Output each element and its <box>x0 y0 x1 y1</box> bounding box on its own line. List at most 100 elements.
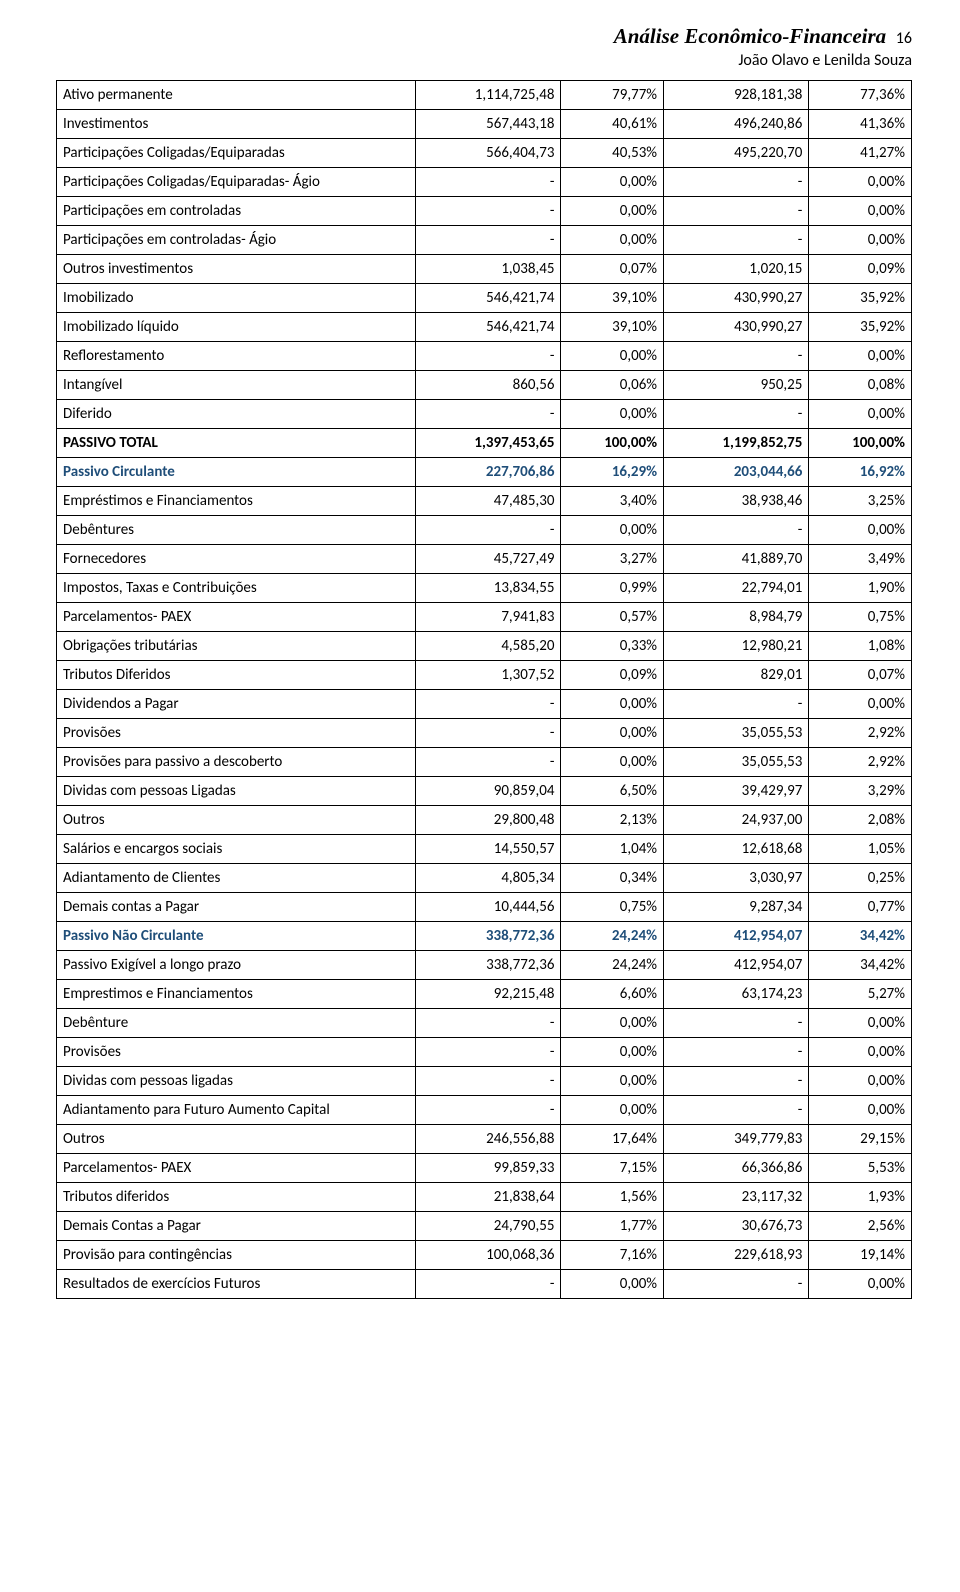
value-col2: 38,938,46 <box>664 487 809 516</box>
table-row: Passivo Não Circulante338,772,3624,24%41… <box>57 922 912 951</box>
percent-col2: 16,92% <box>809 458 912 487</box>
row-label: Dividendos a Pagar <box>57 690 416 719</box>
table-row: Imobilizado líquido546,421,7439,10%430,9… <box>57 313 912 342</box>
percent-col1: 79,77% <box>561 81 664 110</box>
row-label: Fornecedores <box>57 545 416 574</box>
percent-col2: 5,53% <box>809 1154 912 1183</box>
table-row: Provisões para passivo a descoberto-0,00… <box>57 748 912 777</box>
value-col1: - <box>416 719 561 748</box>
value-col2: 24,937,00 <box>664 806 809 835</box>
percent-col2: 0,75% <box>809 603 912 632</box>
table-row: Outros29,800,482,13%24,937,002,08% <box>57 806 912 835</box>
percent-col2: 0,25% <box>809 864 912 893</box>
percent-col2: 35,92% <box>809 313 912 342</box>
table-row: Tributos Diferidos1,307,520,09%829,010,0… <box>57 661 912 690</box>
page-number: 16 <box>896 29 912 48</box>
row-label: Passivo Não Circulante <box>57 922 416 951</box>
row-label: Participações Coligadas/Equiparadas <box>57 139 416 168</box>
value-col2: - <box>664 197 809 226</box>
value-col2: 12,618,68 <box>664 835 809 864</box>
value-col2: 3,030,97 <box>664 864 809 893</box>
value-col2: - <box>664 1038 809 1067</box>
value-col1: - <box>416 690 561 719</box>
header-line1: Análise Econômico-Financeira 16 <box>56 24 912 49</box>
percent-col1: 40,61% <box>561 110 664 139</box>
row-label: Debêntures <box>57 516 416 545</box>
percent-col2: 0,00% <box>809 400 912 429</box>
table-row: Resultados de exercícios Futuros-0,00%-0… <box>57 1270 912 1299</box>
percent-col2: 35,92% <box>809 284 912 313</box>
value-col2: 9,287,34 <box>664 893 809 922</box>
percent-col1: 2,13% <box>561 806 664 835</box>
row-label: Debênture <box>57 1009 416 1038</box>
value-col1: 99,859,33 <box>416 1154 561 1183</box>
percent-col2: 0,00% <box>809 1096 912 1125</box>
page-header: Análise Econômico-Financeira 16 João Ola… <box>56 24 912 70</box>
value-col1: - <box>416 1067 561 1096</box>
table-row: Salários e encargos sociais14,550,571,04… <box>57 835 912 864</box>
percent-col2: 3,25% <box>809 487 912 516</box>
value-col2: 1,199,852,75 <box>664 429 809 458</box>
row-label: Empréstimos e Financiamentos <box>57 487 416 516</box>
value-col1: 92,215,48 <box>416 980 561 1009</box>
row-label: Impostos, Taxas e Contribuições <box>57 574 416 603</box>
value-col2: 8,984,79 <box>664 603 809 632</box>
value-col1: - <box>416 197 561 226</box>
value-col2: - <box>664 1009 809 1038</box>
value-col1: 1,114,725,48 <box>416 81 561 110</box>
table-row: Dividas com pessoas ligadas-0,00%-0,00% <box>57 1067 912 1096</box>
value-col1: - <box>416 1270 561 1299</box>
value-col1: 567,443,18 <box>416 110 561 139</box>
table-row: Adiantamento para Futuro Aumento Capital… <box>57 1096 912 1125</box>
value-col2: - <box>664 342 809 371</box>
percent-col2: 2,08% <box>809 806 912 835</box>
row-label: Parcelamentos- PAEX <box>57 603 416 632</box>
row-label: Adiantamento para Futuro Aumento Capital <box>57 1096 416 1125</box>
percent-col2: 100,00% <box>809 429 912 458</box>
value-col2: 229,618,93 <box>664 1241 809 1270</box>
percent-col2: 0,77% <box>809 893 912 922</box>
table-row: Provisões-0,00%35,055,532,92% <box>57 719 912 748</box>
value-col1: 21,838,64 <box>416 1183 561 1212</box>
table-row: Provisões-0,00%-0,00% <box>57 1038 912 1067</box>
value-col1: 90,859,04 <box>416 777 561 806</box>
value-col2: 430,990,27 <box>664 313 809 342</box>
value-col2: 41,889,70 <box>664 545 809 574</box>
percent-col1: 0,00% <box>561 400 664 429</box>
table-row: Demais contas a Pagar10,444,560,75%9,287… <box>57 893 912 922</box>
percent-col1: 3,27% <box>561 545 664 574</box>
percent-col1: 0,57% <box>561 603 664 632</box>
value-col1: 24,790,55 <box>416 1212 561 1241</box>
percent-col2: 0,00% <box>809 1009 912 1038</box>
table-row: Ativo permanente1,114,725,4879,77%928,18… <box>57 81 912 110</box>
percent-col1: 1,04% <box>561 835 664 864</box>
percent-col2: 0,00% <box>809 1038 912 1067</box>
row-label: Investimentos <box>57 110 416 139</box>
value-col1: 100,068,36 <box>416 1241 561 1270</box>
percent-col2: 0,07% <box>809 661 912 690</box>
table-row: Debênture-0,00%-0,00% <box>57 1009 912 1038</box>
percent-col1: 0,00% <box>561 1009 664 1038</box>
table-row: Passivo Exigível a longo prazo338,772,36… <box>57 951 912 980</box>
row-label: Outros <box>57 806 416 835</box>
percent-col2: 1,93% <box>809 1183 912 1212</box>
percent-col2: 0,08% <box>809 371 912 400</box>
table-row: Parcelamentos- PAEX99,859,337,15%66,366,… <box>57 1154 912 1183</box>
table-row: Adiantamento de Clientes4,805,340,34%3,0… <box>57 864 912 893</box>
page-container: Análise Econômico-Financeira 16 João Ola… <box>0 0 960 1323</box>
row-label: Tributos diferidos <box>57 1183 416 1212</box>
value-col1: - <box>416 400 561 429</box>
percent-col1: 0,75% <box>561 893 664 922</box>
percent-col2: 0,00% <box>809 1270 912 1299</box>
table-row: Debêntures-0,00%-0,00% <box>57 516 912 545</box>
percent-col1: 1,56% <box>561 1183 664 1212</box>
percent-col1: 3,40% <box>561 487 664 516</box>
value-col2: 22,794,01 <box>664 574 809 603</box>
row-label: Provisões <box>57 1038 416 1067</box>
percent-col1: 0,00% <box>561 1270 664 1299</box>
value-col2: 950,25 <box>664 371 809 400</box>
value-col2: 30,676,73 <box>664 1212 809 1241</box>
value-col2: 63,174,23 <box>664 980 809 1009</box>
percent-col1: 0,99% <box>561 574 664 603</box>
percent-col1: 0,00% <box>561 1067 664 1096</box>
